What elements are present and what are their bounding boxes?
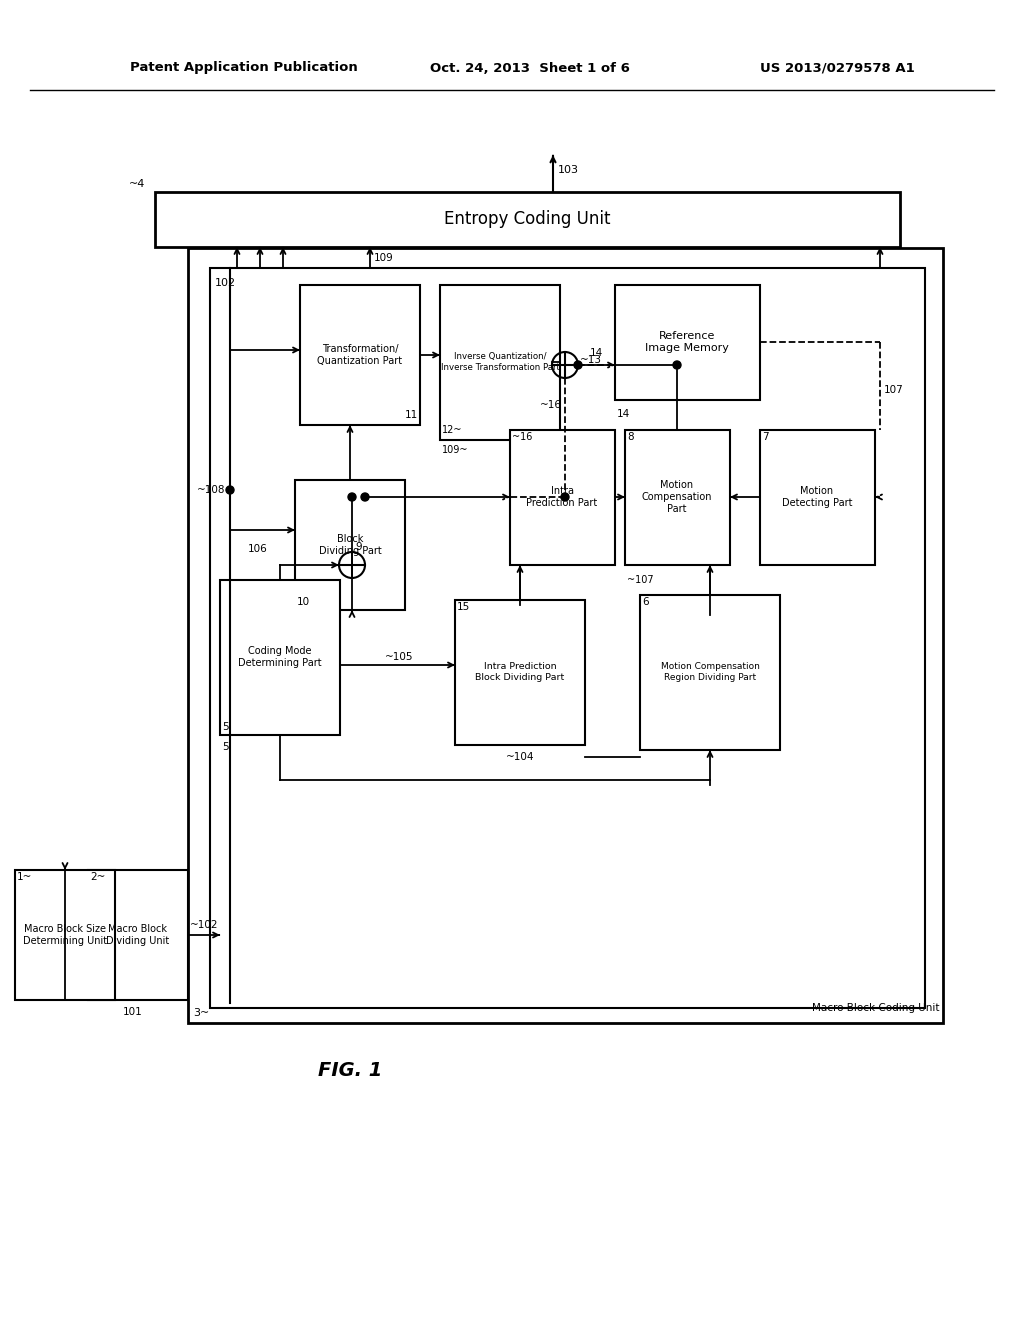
Text: 5: 5 <box>222 722 228 733</box>
Text: 12~: 12~ <box>442 425 463 436</box>
Bar <box>760 430 874 565</box>
Text: ~16: ~16 <box>512 432 532 442</box>
Bar <box>640 595 780 750</box>
Bar <box>88 870 188 1001</box>
Text: Macro Block Coding Unit: Macro Block Coding Unit <box>811 1003 939 1012</box>
Text: 10: 10 <box>297 597 310 607</box>
Text: 101: 101 <box>123 1007 143 1016</box>
Bar <box>625 430 730 565</box>
Text: Macro Block Size
Determining Unit: Macro Block Size Determining Unit <box>23 924 108 946</box>
Text: ~4: ~4 <box>129 180 145 189</box>
Text: Macro Block
Dividing Unit: Macro Block Dividing Unit <box>106 924 170 946</box>
Text: ~108: ~108 <box>197 484 225 495</box>
Text: 2~: 2~ <box>90 873 105 882</box>
Text: 1~: 1~ <box>17 873 33 882</box>
Circle shape <box>673 360 681 370</box>
Bar <box>188 248 943 1023</box>
Text: 107: 107 <box>884 385 904 395</box>
Text: 103: 103 <box>558 165 579 176</box>
Text: Oct. 24, 2013  Sheet 1 of 6: Oct. 24, 2013 Sheet 1 of 6 <box>430 62 630 74</box>
Bar <box>295 480 406 610</box>
Text: 14: 14 <box>590 348 603 358</box>
Text: Motion Compensation
Region Dividing Part: Motion Compensation Region Dividing Part <box>660 663 760 681</box>
Text: 6: 6 <box>642 597 648 607</box>
Text: ~102: ~102 <box>190 920 218 931</box>
Text: 15: 15 <box>457 602 470 612</box>
Bar <box>440 285 560 440</box>
Text: Intra Prediction
Block Dividing Part: Intra Prediction Block Dividing Part <box>475 663 564 681</box>
Bar <box>210 268 925 1008</box>
Text: ~13: ~13 <box>580 355 602 366</box>
Text: ~105: ~105 <box>385 652 414 663</box>
Bar <box>300 285 420 425</box>
Text: Inverse Quantization/
Inverse Transformation Part: Inverse Quantization/ Inverse Transforma… <box>440 352 559 372</box>
Text: FIG. 1: FIG. 1 <box>317 1060 382 1080</box>
Circle shape <box>574 360 582 370</box>
Text: Motion
Compensation
Part: Motion Compensation Part <box>642 480 713 513</box>
Text: 5: 5 <box>222 742 228 752</box>
Text: 9: 9 <box>355 543 361 552</box>
Text: 102: 102 <box>215 279 237 288</box>
Text: Intra
Prediction Part: Intra Prediction Part <box>526 486 598 508</box>
Text: ~107: ~107 <box>627 576 653 585</box>
Text: US 2013/0279578 A1: US 2013/0279578 A1 <box>760 62 914 74</box>
Text: Patent Application Publication: Patent Application Publication <box>130 62 357 74</box>
Bar <box>615 285 760 400</box>
Bar <box>220 579 340 735</box>
Text: 7: 7 <box>762 432 769 442</box>
Text: 3~: 3~ <box>193 1008 209 1018</box>
Circle shape <box>226 486 234 494</box>
Text: Motion
Detecting Part: Motion Detecting Part <box>781 486 852 508</box>
Text: 106: 106 <box>248 544 268 554</box>
Text: ~16: ~16 <box>540 400 562 411</box>
Text: 11: 11 <box>404 411 418 420</box>
Text: Entropy Coding Unit: Entropy Coding Unit <box>443 210 610 228</box>
Circle shape <box>348 492 356 502</box>
Bar <box>510 430 615 565</box>
Bar <box>155 191 900 247</box>
Bar <box>15 870 115 1001</box>
Text: 109~: 109~ <box>442 445 469 455</box>
Text: 14: 14 <box>617 409 630 418</box>
Text: Transformation/
Quantization Part: Transformation/ Quantization Part <box>317 345 402 366</box>
Text: Coding Mode
Determining Part: Coding Mode Determining Part <box>239 647 322 668</box>
Text: Block
Dividing Part: Block Dividing Part <box>318 535 381 556</box>
Text: 109: 109 <box>374 253 394 263</box>
Text: ~104: ~104 <box>506 752 535 762</box>
Bar <box>455 601 585 744</box>
Circle shape <box>561 492 569 502</box>
Text: Reference
Image Memory: Reference Image Memory <box>645 331 729 352</box>
Circle shape <box>361 492 369 502</box>
Text: 8: 8 <box>627 432 634 442</box>
